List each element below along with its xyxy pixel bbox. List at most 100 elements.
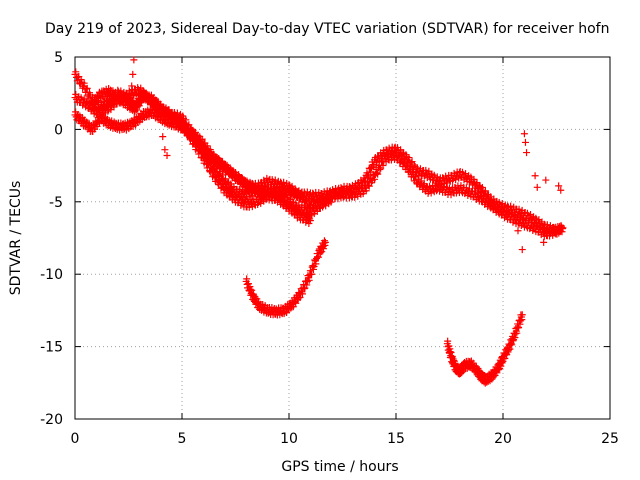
outlier-point <box>557 186 565 194</box>
data-point <box>559 224 567 232</box>
data-point <box>548 228 556 236</box>
data-point <box>553 227 560 235</box>
data-point <box>314 202 322 210</box>
data-point <box>93 122 101 130</box>
data-point <box>241 189 249 197</box>
data-point <box>397 146 405 154</box>
data-point <box>303 278 311 286</box>
y-tick-label: -10 <box>40 267 63 283</box>
data-point <box>312 260 320 268</box>
outlier-point <box>518 246 526 254</box>
data-point <box>399 150 407 158</box>
data-point <box>481 187 489 195</box>
data-point <box>516 317 524 325</box>
data-point <box>289 303 297 311</box>
data-point <box>161 109 169 117</box>
outlier-point <box>159 133 167 141</box>
data-point <box>405 154 413 162</box>
data-point <box>244 179 252 187</box>
data-points <box>71 56 567 387</box>
y-tick-label: 0 <box>54 122 63 138</box>
data-point <box>362 187 370 195</box>
x-tick-label: 5 <box>178 431 187 447</box>
data-point <box>309 189 317 197</box>
outlier-point <box>540 238 548 246</box>
data-point <box>303 281 311 289</box>
data-point <box>198 146 206 154</box>
data-point <box>397 158 405 166</box>
outlier-point <box>130 56 138 64</box>
data-point <box>184 128 192 136</box>
data-point <box>219 171 227 179</box>
outlier-point <box>129 70 137 78</box>
data-point <box>215 156 223 164</box>
data-point <box>210 168 218 176</box>
data-point <box>212 155 220 163</box>
outlier-point <box>514 227 522 235</box>
x-tick-label: 10 <box>280 431 298 447</box>
data-point <box>488 199 496 207</box>
data-point <box>374 170 382 178</box>
data-point <box>297 189 305 197</box>
y-tick-label: -20 <box>40 412 63 428</box>
data-point <box>519 215 527 223</box>
data-point <box>479 193 487 201</box>
x-tick-label: 15 <box>387 431 405 447</box>
data-point <box>209 154 217 162</box>
data-point <box>219 180 227 188</box>
data-point <box>300 285 308 293</box>
data-point <box>230 168 238 176</box>
data-point <box>406 164 414 172</box>
data-point <box>104 107 112 115</box>
data-point <box>246 285 254 293</box>
data-point <box>72 68 80 76</box>
data-point <box>190 132 198 140</box>
data-point <box>321 238 329 246</box>
data-point <box>446 348 454 356</box>
outlier-point <box>163 151 171 159</box>
y-tick-label: -5 <box>49 195 63 211</box>
data-point <box>226 170 234 178</box>
data-point <box>532 214 540 222</box>
outlier-point <box>521 138 529 146</box>
data-point <box>376 166 384 174</box>
data-point <box>306 217 314 225</box>
outlier-point <box>128 82 136 90</box>
data-point <box>82 99 90 107</box>
axis-ticks: 0 5 10 15 20 25 -20 -15 -10 -5 0 5 <box>40 50 619 447</box>
data-point <box>392 148 400 156</box>
data-point <box>366 165 374 173</box>
y-axis-label: SDTVAR / TECUs <box>8 181 24 296</box>
data-point <box>80 79 88 87</box>
x-tick-label: 20 <box>494 431 512 447</box>
data-point <box>296 294 304 302</box>
outlier-point <box>531 172 539 180</box>
data-point <box>379 162 387 170</box>
data-point <box>176 119 184 127</box>
data-point <box>505 346 513 354</box>
data-point <box>202 144 210 152</box>
data-point <box>309 265 317 273</box>
data-point <box>518 311 526 319</box>
data-point <box>413 164 421 172</box>
data-point <box>277 196 285 204</box>
data-point <box>308 270 316 278</box>
y-tick-label: -15 <box>40 340 63 356</box>
data-point <box>173 115 181 123</box>
data-point <box>213 173 221 181</box>
data-point <box>204 148 212 156</box>
data-point <box>226 192 234 200</box>
data-point <box>478 184 486 192</box>
data-point <box>285 181 293 189</box>
data-point <box>409 168 417 176</box>
data-point <box>205 160 213 168</box>
data-point <box>291 210 299 218</box>
data-point <box>373 169 381 177</box>
data-point <box>298 290 306 298</box>
data-point <box>280 197 288 205</box>
data-point <box>182 123 190 131</box>
outlier-point <box>520 130 528 138</box>
data-point <box>498 359 506 367</box>
data-point <box>338 189 346 197</box>
data-point <box>541 228 549 236</box>
